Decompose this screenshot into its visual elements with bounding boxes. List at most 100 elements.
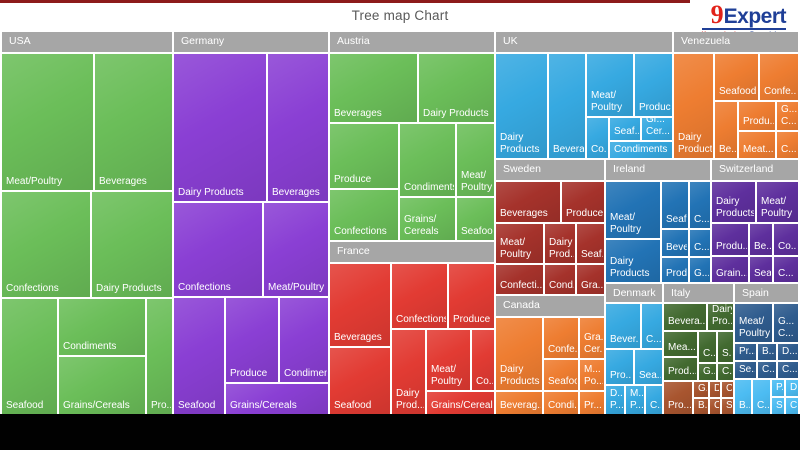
treemap-cell[interactable]: Confe... [544, 318, 578, 358]
section-header-uk[interactable]: UK [496, 32, 672, 52]
treemap-cell[interactable]: C... [690, 182, 710, 228]
section-header-germany[interactable]: Germany [174, 32, 328, 52]
treemap-cell[interactable]: C... [774, 257, 798, 282]
section-header-canada[interactable]: Canada [496, 296, 604, 316]
treemap-cell[interactable]: Grain... [712, 257, 748, 282]
treemap-cell[interactable]: Cond... [545, 265, 575, 294]
treemap-cell[interactable]: Gr... Cer... [642, 118, 672, 140]
treemap-cell[interactable]: Gra... Cer... [580, 318, 604, 358]
treemap-cell[interactable]: S... [772, 398, 784, 414]
treemap-cell[interactable]: Confe... [760, 54, 798, 100]
treemap-cell[interactable]: Meat/ Poultry [735, 304, 772, 342]
treemap-cell[interactable]: G... C... [777, 102, 798, 130]
treemap-cell[interactable]: Dairy Products [174, 54, 266, 201]
treemap-cell[interactable]: S... [718, 332, 733, 362]
treemap-cell[interactable]: Dairy Pro... [708, 304, 733, 330]
treemap-cell[interactable]: G... [694, 382, 708, 397]
treemap-cell[interactable]: Bever... [606, 304, 640, 348]
treemap-cell[interactable]: Produce [635, 54, 672, 116]
treemap-cell[interactable]: M... P... [626, 386, 644, 414]
treemap-cell[interactable]: Pr... [735, 344, 756, 360]
treemap-cell[interactable]: Co... [774, 224, 798, 255]
treemap-cell[interactable]: Dairy Products [496, 54, 547, 158]
treemap-cell[interactable]: C... [722, 382, 733, 397]
treemap-cell[interactable]: Meat/ Poultry [757, 182, 798, 222]
treemap-cell[interactable]: Condi... [544, 392, 578, 414]
treemap-cell[interactable]: Co... [587, 118, 608, 158]
treemap-cell[interactable]: Pr... [580, 392, 604, 414]
treemap-cell[interactable]: Co... [472, 330, 494, 390]
treemap-cell[interactable]: C... [690, 230, 710, 256]
treemap-cell[interactable]: Seafood [457, 198, 494, 240]
treemap-cell[interactable]: Beverages [95, 54, 172, 190]
treemap-cell[interactable]: Prod... [662, 258, 688, 282]
treemap-cell[interactable]: Bevera... [664, 304, 706, 330]
treemap-cell[interactable]: Sea... [635, 350, 662, 384]
treemap-cell[interactable]: Produ... [712, 224, 748, 255]
treemap-cell[interactable]: Produce [562, 182, 604, 222]
treemap-cell[interactable]: Condiments [280, 298, 328, 382]
section-header-usa[interactable]: USA [2, 32, 172, 52]
treemap-cell[interactable]: Seafood [544, 360, 578, 390]
treemap-cell[interactable]: Confections [392, 264, 447, 328]
treemap-cell[interactable]: Seaf... [610, 118, 640, 140]
treemap-cell[interactable]: Gra... [577, 265, 604, 294]
treemap-cell[interactable]: D... [786, 380, 798, 396]
treemap-cell[interactable]: Confections [2, 192, 90, 297]
section-header-switzerland[interactable]: Switzerland [712, 160, 798, 180]
treemap-cell[interactable]: C... [718, 364, 733, 380]
treemap-cell[interactable]: Produ... [739, 102, 775, 130]
treemap-cell[interactable]: Condiments [610, 142, 672, 158]
treemap-cell[interactable]: Pro... [664, 382, 692, 414]
treemap-cell[interactable]: Produce [330, 124, 398, 188]
section-header-austria[interactable]: Austria [330, 32, 494, 52]
treemap-cell[interactable]: C... [778, 362, 798, 378]
treemap-cell[interactable]: Produce [226, 298, 278, 382]
treemap-cell[interactable]: Beverages [268, 54, 328, 201]
treemap-cell[interactable]: Dairy Products [712, 182, 755, 222]
treemap-cell[interactable]: Be... [750, 224, 772, 255]
section-header-ireland[interactable]: Ireland [606, 160, 710, 180]
treemap-cell[interactable]: Dairy Products [606, 240, 660, 282]
treemap-cell[interactable]: Beverages [330, 54, 417, 122]
treemap-cell[interactable]: G... [690, 258, 710, 282]
section-header-france[interactable]: France [330, 242, 494, 262]
treemap-cell[interactable]: Confecti... [496, 265, 543, 294]
treemap-cell[interactable]: S... [722, 399, 733, 414]
treemap-cell[interactable]: Grains/Cereals [59, 357, 145, 414]
treemap-cell[interactable]: Confections [174, 203, 262, 296]
treemap-cell[interactable]: Grains/ Cereals [400, 198, 455, 240]
treemap-cell[interactable]: Grains/Cereals [427, 392, 494, 414]
treemap-cell[interactable]: Meat... [739, 132, 775, 158]
treemap-cell[interactable]: C... [699, 332, 716, 362]
treemap-cell[interactable]: C... [753, 380, 770, 414]
treemap-cell[interactable]: Seaf... [577, 224, 604, 263]
treemap-cell[interactable]: Seaf... [662, 182, 688, 228]
treemap-cell[interactable]: Meat/ Poultry [496, 224, 543, 263]
treemap-cell[interactable]: Meat/ Poultry [606, 182, 660, 238]
treemap-cell[interactable]: Meat/ Poultry [427, 330, 470, 390]
treemap-cell[interactable]: Dairy Prod... [545, 224, 575, 263]
section-header-denmark[interactable]: Denmark [606, 284, 662, 302]
treemap-cell[interactable]: Seafood [330, 348, 390, 414]
treemap-cell[interactable]: D... [778, 344, 798, 360]
treemap-cell[interactable]: Be... [715, 102, 737, 158]
treemap-cell[interactable]: Produce [449, 264, 494, 328]
treemap-cell[interactable]: Prod... [664, 358, 697, 380]
treemap-cell[interactable]: Grains/Cereals [226, 384, 328, 414]
treemap-cell[interactable]: B... [694, 399, 708, 414]
treemap-cell[interactable]: Seafood [2, 299, 57, 414]
treemap-cell[interactable]: M... Po... [580, 360, 604, 390]
treemap-cell[interactable]: C... [758, 362, 776, 378]
treemap-cell[interactable]: Condiments [59, 299, 145, 355]
section-header-venezuela[interactable]: Venezuela [674, 32, 798, 52]
treemap-cell[interactable]: Seafood [715, 54, 758, 100]
treemap-cell[interactable]: G... C... [774, 304, 798, 342]
treemap-cell[interactable]: Dairy Products [419, 54, 494, 122]
treemap-cell[interactable]: Mea... [664, 332, 697, 356]
treemap-cell[interactable]: Seafood [174, 298, 224, 414]
treemap-cell[interactable]: C... [710, 399, 720, 414]
treemap-cell[interactable]: Pro... [606, 350, 633, 384]
treemap-cell[interactable]: Dairy Products [496, 318, 542, 390]
treemap-cell[interactable]: C... [642, 304, 662, 348]
